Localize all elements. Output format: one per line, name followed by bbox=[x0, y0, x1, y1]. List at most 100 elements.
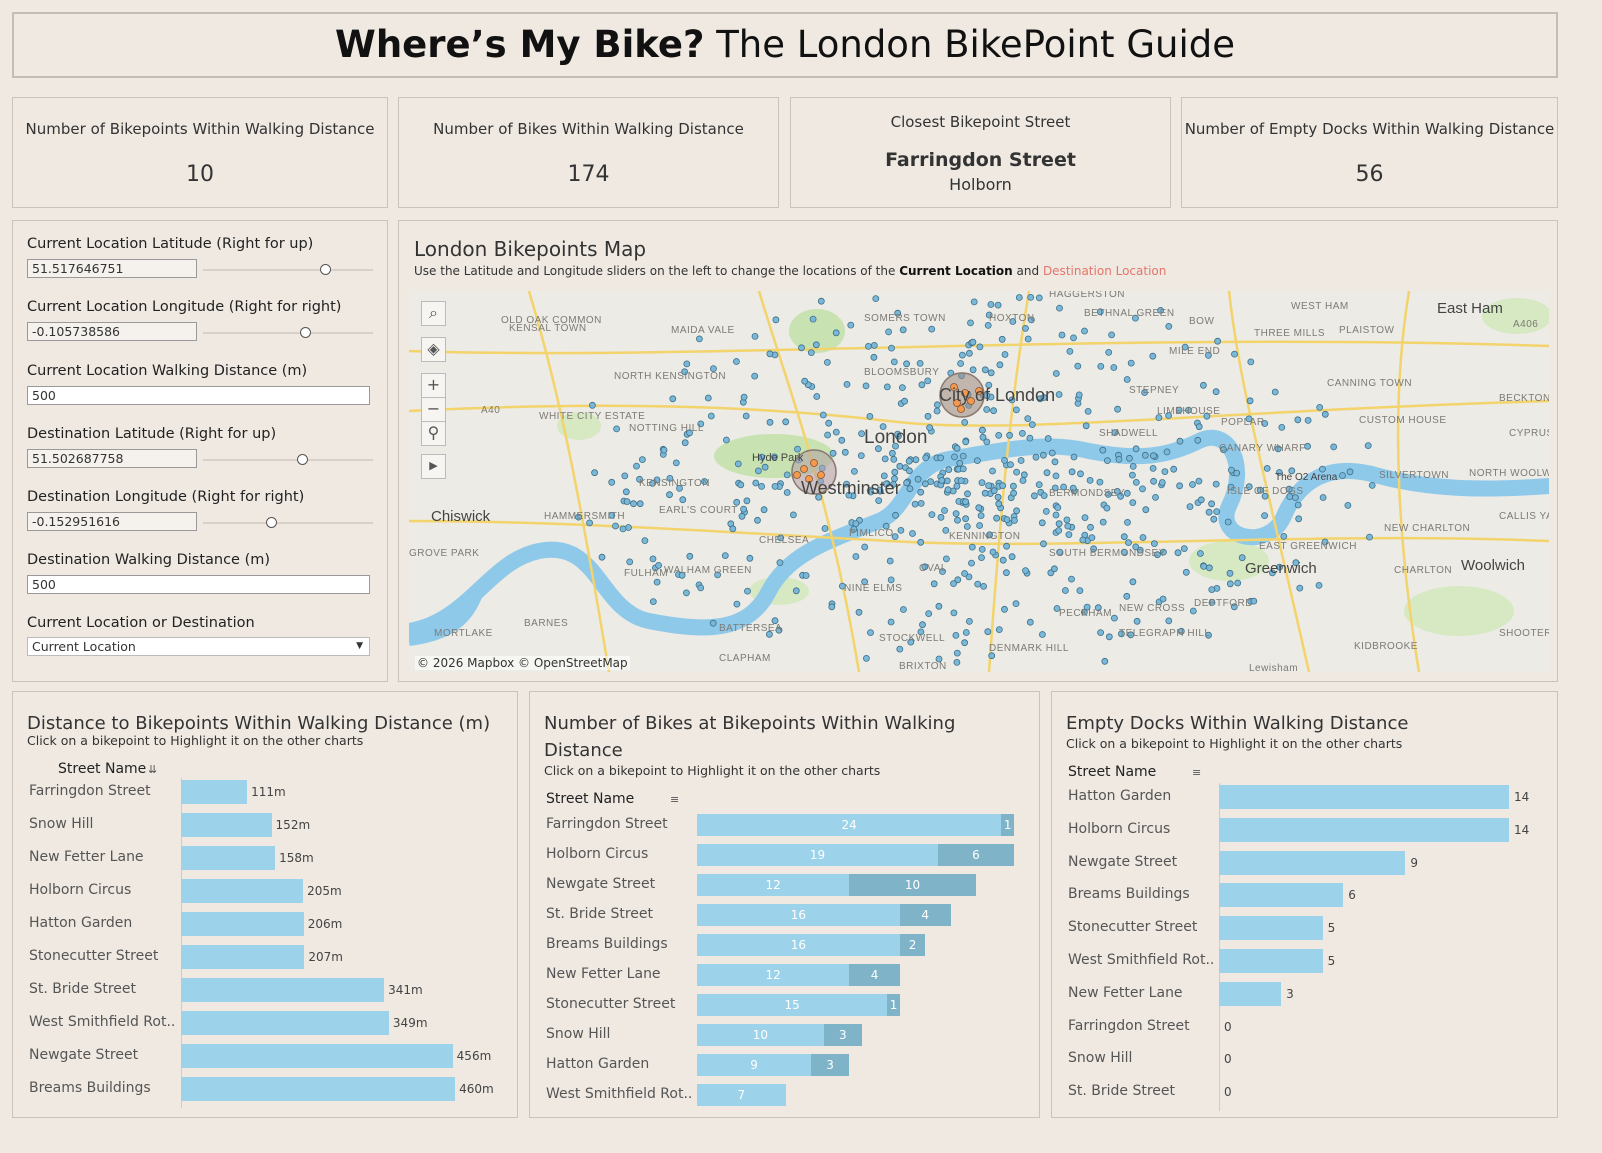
bikepoint-marker[interactable] bbox=[892, 511, 899, 519]
bikepoint-marker[interactable] bbox=[987, 369, 995, 377]
bikes-bar-segment[interactable] bbox=[697, 1054, 812, 1076]
bikepoint-marker[interactable] bbox=[1261, 512, 1268, 520]
bikepoint-marker[interactable] bbox=[1001, 456, 1008, 464]
bikepoint-marker[interactable] bbox=[1120, 548, 1128, 556]
bikepoint-marker[interactable] bbox=[1104, 490, 1112, 498]
bikepoint-marker[interactable] bbox=[959, 452, 967, 460]
row-label[interactable]: St. Bride Street bbox=[546, 906, 654, 922]
bikepoint-marker[interactable] bbox=[934, 401, 941, 409]
bikepoint-marker[interactable] bbox=[906, 485, 914, 493]
bikepoint-marker[interactable] bbox=[969, 366, 977, 374]
bikepoint-marker[interactable] bbox=[903, 479, 911, 487]
bikepoint-marker[interactable] bbox=[899, 606, 907, 613]
bikepoint-marker[interactable] bbox=[1022, 567, 1029, 575]
bikepoint-marker[interactable] bbox=[867, 629, 874, 637]
bikepoint-marker[interactable] bbox=[1090, 545, 1097, 553]
bikepoint-marker[interactable] bbox=[1096, 308, 1104, 316]
bikepoint-marker[interactable] bbox=[950, 580, 957, 588]
bikepoint-marker[interactable] bbox=[586, 519, 594, 527]
bikepoint-marker[interactable] bbox=[1086, 476, 1094, 484]
row-label[interactable]: Stonecutter Street bbox=[1068, 919, 1198, 936]
sort-icon[interactable]: ≡ bbox=[670, 793, 680, 806]
bikepoint-marker[interactable] bbox=[1165, 617, 1173, 625]
row-label[interactable]: Newgate Street bbox=[29, 1047, 139, 1063]
bikepoint-marker[interactable] bbox=[896, 462, 904, 470]
bikepoint-marker[interactable] bbox=[1024, 415, 1032, 422]
bikepoint-marker[interactable] bbox=[1220, 446, 1227, 454]
bikepoint-marker[interactable] bbox=[838, 582, 846, 590]
bikepoint-marker[interactable] bbox=[1028, 316, 1035, 324]
bikepoint-marker[interactable] bbox=[666, 474, 674, 482]
bikepoint-marker[interactable] bbox=[976, 343, 984, 351]
bikepoint-marker[interactable] bbox=[981, 489, 989, 497]
bikepoint-marker[interactable] bbox=[1055, 527, 1063, 534]
reset-pin-icon[interactable]: ⚲ bbox=[421, 421, 446, 446]
bikepoint-marker[interactable] bbox=[1177, 627, 1185, 635]
bikepoint-marker[interactable] bbox=[916, 360, 924, 367]
bikepoint-marker[interactable] bbox=[591, 469, 599, 477]
bikepoint-marker[interactable] bbox=[928, 511, 936, 519]
bikepoint-marker[interactable] bbox=[636, 475, 643, 483]
bikepoint-marker[interactable] bbox=[876, 486, 884, 494]
distance-bar[interactable] bbox=[181, 945, 305, 969]
bikepoint-marker[interactable] bbox=[1003, 569, 1010, 577]
docks-bar[interactable] bbox=[1219, 785, 1509, 809]
bikepoint-marker[interactable] bbox=[1206, 564, 1213, 572]
bikepoint-marker[interactable] bbox=[828, 603, 836, 611]
bikepoint-marker[interactable] bbox=[823, 359, 831, 366]
bikepoint-marker[interactable] bbox=[978, 554, 985, 562]
bikepoint-marker[interactable] bbox=[655, 561, 663, 569]
bikepoint-marker[interactable] bbox=[977, 512, 985, 520]
bikes-bar-segment[interactable] bbox=[697, 1084, 786, 1106]
bikepoint-marker[interactable] bbox=[666, 491, 673, 499]
bikes-bar-segment[interactable] bbox=[887, 994, 900, 1016]
bikepoint-marker[interactable] bbox=[789, 511, 797, 519]
bikepoint-marker[interactable] bbox=[802, 572, 810, 579]
bikepoint-marker[interactable] bbox=[890, 455, 898, 463]
bikepoint-marker[interactable] bbox=[1245, 415, 1253, 423]
bikepoint-marker[interactable] bbox=[740, 505, 748, 513]
current-lat-slider[interactable] bbox=[203, 264, 373, 275]
bikepoint-marker[interactable] bbox=[961, 570, 968, 577]
bikepoint-marker[interactable] bbox=[943, 555, 950, 563]
row-label[interactable]: Hatton Garden bbox=[546, 1056, 650, 1072]
bikepoint-marker[interactable] bbox=[1008, 553, 1016, 561]
bikepoint-marker[interactable] bbox=[1040, 492, 1048, 500]
bikepoint-marker[interactable] bbox=[976, 522, 983, 529]
bikepoint-marker[interactable] bbox=[883, 383, 891, 391]
bikepoint-marker[interactable] bbox=[909, 530, 916, 537]
bikepoint-marker[interactable] bbox=[1010, 482, 1017, 490]
bikepoint-marker[interactable] bbox=[792, 587, 800, 595]
bikepoint-marker[interactable] bbox=[925, 610, 933, 618]
bikepoint-marker[interactable] bbox=[953, 482, 961, 490]
bikepoint-marker[interactable] bbox=[956, 459, 964, 467]
bikepoint-marker[interactable] bbox=[744, 587, 751, 595]
bikepoint-marker[interactable] bbox=[1127, 359, 1135, 367]
bikepoint-marker[interactable] bbox=[1076, 587, 1084, 595]
mode-select[interactable]: Current Location ▼ bbox=[27, 637, 370, 656]
current-lon-slider-thumb[interactable] bbox=[300, 327, 311, 338]
bikepoint-marker[interactable] bbox=[887, 618, 895, 626]
bikepoint-marker[interactable] bbox=[676, 484, 683, 492]
bikepoint-marker[interactable] bbox=[1044, 435, 1052, 442]
bikepoint-marker[interactable] bbox=[985, 311, 993, 319]
bikepoint-marker[interactable] bbox=[1197, 496, 1205, 504]
current-lat-slider-thumb[interactable] bbox=[320, 264, 332, 275]
bikepoint-marker[interactable] bbox=[742, 412, 750, 420]
bikepoint-marker[interactable] bbox=[832, 329, 840, 337]
bikepoint-marker[interactable] bbox=[1154, 551, 1161, 559]
bikepoint-marker[interactable] bbox=[1205, 631, 1212, 639]
bikepoint-marker[interactable] bbox=[962, 438, 970, 446]
bikepoint-marker[interactable] bbox=[1053, 605, 1061, 612]
bikepoint-marker[interactable] bbox=[841, 448, 849, 456]
bikepoint-marker[interactable] bbox=[1278, 423, 1286, 431]
bikepoint-marker[interactable] bbox=[1083, 603, 1091, 611]
bikepoint-marker[interactable] bbox=[1330, 443, 1338, 451]
bikepoint-marker[interactable] bbox=[998, 335, 1006, 343]
bikepoint-marker[interactable] bbox=[1150, 477, 1157, 485]
bikepoint-marker[interactable] bbox=[1013, 406, 1020, 414]
current-lat-input[interactable]: 51.517646751 bbox=[27, 259, 197, 278]
bikepoint-marker[interactable] bbox=[1052, 511, 1060, 519]
bikepoint-marker[interactable] bbox=[619, 525, 627, 533]
bikes-bar-segment[interactable] bbox=[697, 874, 850, 896]
